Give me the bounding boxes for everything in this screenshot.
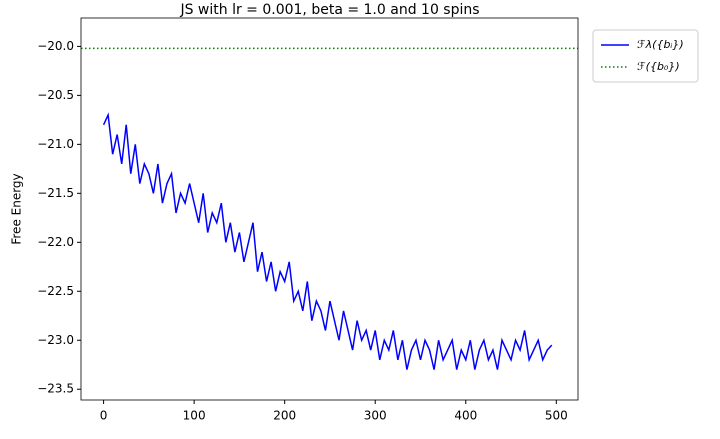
series-line	[102, 112, 553, 370]
x-tick-label: 300	[364, 409, 387, 423]
y-tick-label: −20.0	[37, 39, 74, 53]
x-tick-label: 0	[100, 409, 108, 423]
y-tick-label: −23.0	[37, 333, 74, 347]
y-tick-label: −22.5	[37, 284, 74, 298]
y-axis-label: Free Energy	[10, 173, 24, 244]
y-tick-label: −21.5	[37, 186, 74, 200]
chart-title: JS with lr = 0.001, beta = 1.0 and 10 sp…	[179, 2, 479, 18]
y-tick-label: −22.0	[37, 235, 74, 249]
legend-box	[592, 29, 699, 83]
x-tick-label: 200	[273, 409, 296, 423]
plot-frame	[80, 17, 579, 401]
y-tick-label: −23.5	[37, 382, 74, 396]
y-tick-label: −20.5	[37, 88, 74, 102]
x-tick-label: 400	[454, 409, 477, 423]
y-tick-label: −21.0	[37, 137, 74, 151]
x-tick-label: 500	[545, 409, 568, 423]
legend-label: ℱλ({bᵢ})	[637, 38, 684, 51]
legend-label: ℱ({b₀})	[637, 60, 680, 73]
x-tick-label: 100	[183, 409, 206, 423]
